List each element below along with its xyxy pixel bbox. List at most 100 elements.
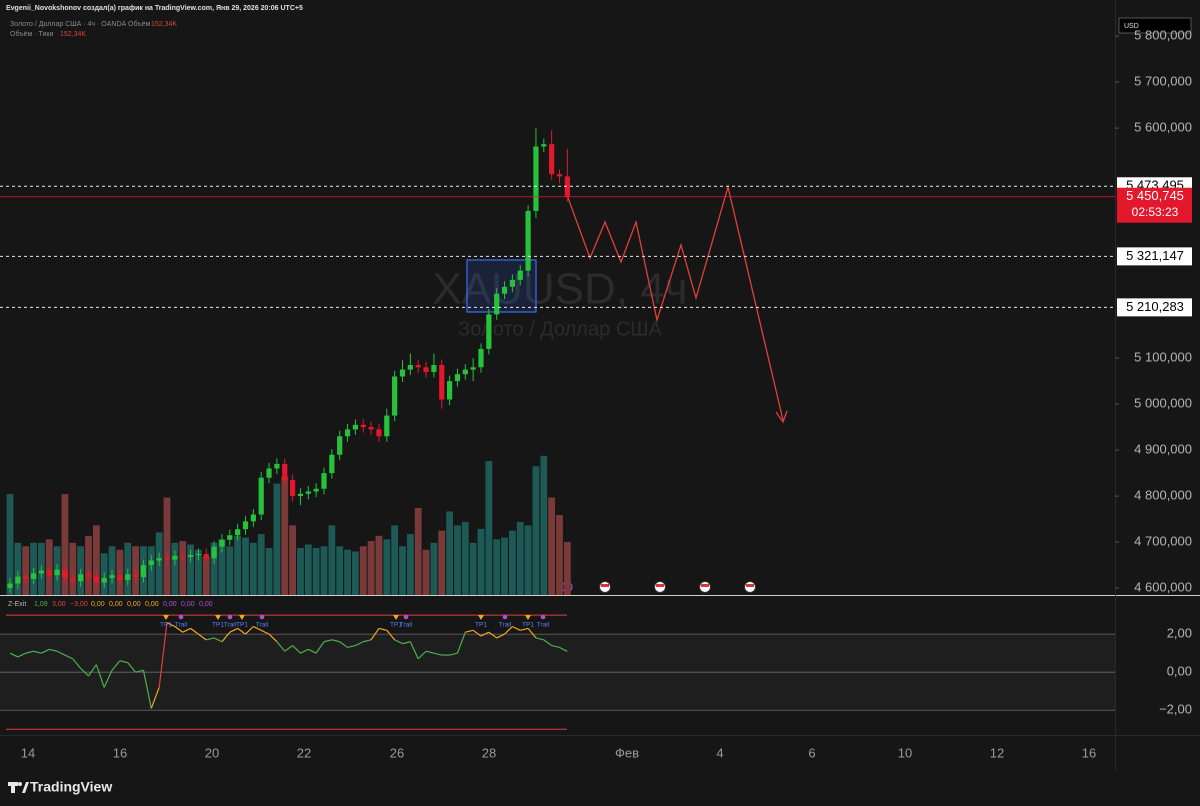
volume-bar — [430, 542, 438, 595]
signal-label: TP1 — [475, 622, 487, 629]
volume-bar — [532, 466, 540, 595]
oscillator-segment — [182, 627, 191, 633]
y-tick-label: 5 800,000 — [1134, 28, 1192, 43]
candle-body — [454, 374, 461, 382]
volume-bar — [297, 548, 304, 595]
oscillator-segment — [402, 641, 411, 645]
oscillator-segment — [276, 641, 286, 652]
candle-body — [517, 270, 523, 280]
oscillator-segment — [543, 639, 553, 647]
range-box[interactable] — [466, 259, 537, 313]
candle-body — [384, 415, 390, 437]
oscillator-segment — [245, 626, 254, 635]
x-tick-label: Фев — [615, 745, 639, 760]
oscillator-segment — [49, 648, 58, 652]
signal-marker — [227, 614, 233, 620]
candle-body — [125, 574, 131, 580]
candle-body — [250, 514, 256, 522]
candle-body — [219, 539, 225, 547]
volume-bar — [61, 494, 69, 595]
candle-body — [282, 463, 288, 480]
candle-body — [93, 576, 99, 583]
candle-body — [15, 576, 21, 584]
candle-body — [462, 369, 468, 375]
candle-body — [486, 314, 492, 349]
level-label-box — [1117, 247, 1192, 266]
x-tick-label: 20 — [205, 745, 219, 760]
logo-part — [22, 782, 29, 793]
signal-marker — [393, 615, 399, 620]
volume-bar — [218, 539, 226, 595]
oscillator-segment — [308, 648, 317, 654]
oscillator-segment — [213, 637, 223, 643]
oscillator-segment — [409, 641, 419, 660]
candle-body — [258, 477, 264, 515]
volume-bar — [446, 511, 453, 595]
volume-bar — [226, 546, 234, 595]
volume-bar — [422, 549, 430, 595]
logo-part — [18, 782, 22, 786]
volume-bar — [265, 548, 273, 595]
volume-bar — [485, 461, 493, 595]
volume-bar — [179, 541, 187, 595]
signal-label: TP1 — [212, 622, 224, 629]
volume-bar — [242, 537, 249, 595]
candle-body — [549, 144, 555, 175]
currency[interactable]: USD — [1124, 23, 1139, 30]
volume-value: 152,34K — [151, 21, 177, 28]
oscillator-segment — [292, 645, 301, 654]
signal-marker — [163, 615, 169, 620]
volume-bar — [493, 539, 501, 595]
oscillator-segment — [260, 629, 270, 635]
signal-label: Trail — [400, 622, 413, 629]
projection-path[interactable] — [566, 184, 784, 421]
candle-body — [266, 468, 272, 478]
oscillator-segment — [433, 652, 442, 656]
candle-body — [360, 424, 366, 428]
x-tick-label: 28 — [482, 745, 496, 760]
oscillator-segment — [229, 627, 238, 633]
oscillator-segment — [465, 629, 474, 633]
candle-body — [164, 558, 170, 560]
signal-marker — [478, 615, 484, 620]
volume-bar — [69, 542, 77, 595]
oscillator-segment — [80, 667, 89, 677]
volume-bar — [22, 546, 30, 595]
y-tick-label: 4 600,000 — [1134, 580, 1192, 595]
candle-body — [85, 574, 92, 577]
volume-bar — [563, 541, 571, 595]
candle-body — [117, 575, 123, 580]
currency-box[interactable] — [1118, 17, 1192, 34]
oscillator-segment — [449, 652, 458, 656]
oscillator-legend-value: 0,00 — [127, 601, 141, 608]
oscillator-segment — [394, 639, 403, 645]
projection-arrow — [775, 410, 788, 424]
candle-body — [38, 570, 44, 574]
oscillator-segment — [41, 648, 50, 654]
oscillator-legend-value: 1,09 — [34, 601, 48, 608]
volume-bar — [477, 528, 485, 595]
event-flag — [746, 584, 754, 587]
oscillator-segment — [158, 622, 168, 688]
candle-body — [439, 364, 445, 400]
signal-label: Trail — [175, 622, 188, 629]
oscillator-segment — [425, 650, 435, 654]
signal-label: TP1 — [522, 622, 534, 629]
brand: TradingView — [30, 779, 112, 795]
volume-bar — [320, 546, 328, 595]
candle-body — [313, 488, 319, 492]
candle-body — [140, 565, 147, 578]
x-tick-label: 6 — [808, 745, 815, 760]
oscillator-tick-label: −2,00 — [1159, 702, 1192, 717]
oscillator-segment — [150, 687, 160, 709]
candle-body — [7, 583, 13, 589]
candle-body — [203, 554, 209, 559]
y-tick-label: 5 000,000 — [1134, 396, 1192, 411]
oscillator-segment — [417, 650, 427, 660]
signal-marker — [525, 615, 531, 620]
y-tick-label: 5 700,000 — [1134, 74, 1192, 89]
volume-bar — [289, 525, 296, 595]
candle-body — [109, 575, 115, 578]
candle-body — [447, 381, 453, 400]
